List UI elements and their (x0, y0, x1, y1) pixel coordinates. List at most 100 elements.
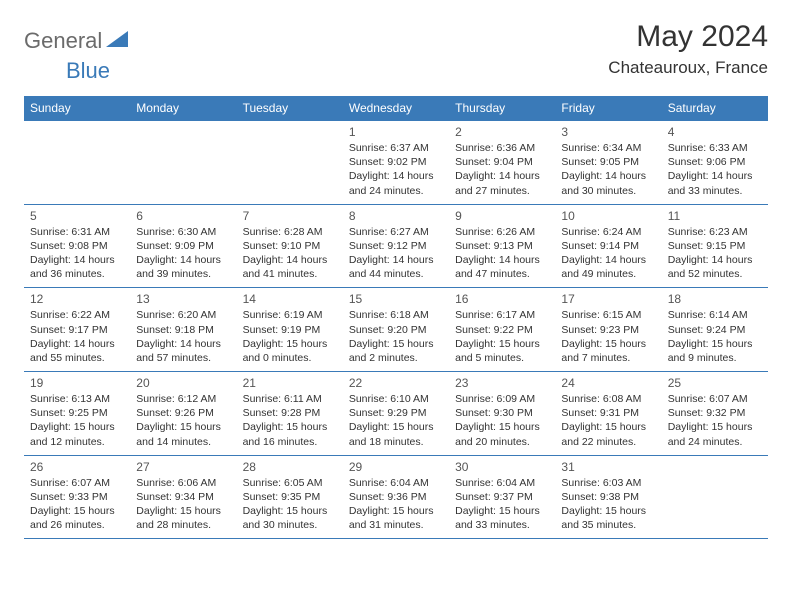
day-number: 1 (349, 125, 443, 139)
day-info: Sunrise: 6:30 AMSunset: 9:09 PMDaylight:… (136, 225, 230, 282)
calendar-day-cell: 4Sunrise: 6:33 AMSunset: 9:06 PMDaylight… (662, 121, 768, 205)
calendar-header-row: SundayMondayTuesdayWednesdayThursdayFrid… (24, 96, 768, 121)
day-number: 25 (668, 376, 762, 390)
calendar-page: General May 2024 Chateauroux, France Blu… (0, 0, 792, 559)
day-info: Sunrise: 6:07 AMSunset: 9:32 PMDaylight:… (668, 392, 762, 449)
day-info: Sunrise: 6:24 AMSunset: 9:14 PMDaylight:… (561, 225, 655, 282)
weekday-header: Wednesday (343, 96, 449, 121)
header: General May 2024 Chateauroux, France (24, 20, 768, 78)
location: Chateauroux, France (608, 58, 768, 78)
day-number: 18 (668, 292, 762, 306)
day-info: Sunrise: 6:31 AMSunset: 9:08 PMDaylight:… (30, 225, 124, 282)
day-info: Sunrise: 6:09 AMSunset: 9:30 PMDaylight:… (455, 392, 549, 449)
day-number: 3 (561, 125, 655, 139)
day-number: 11 (668, 209, 762, 223)
day-number: 12 (30, 292, 124, 306)
calendar-table: SundayMondayTuesdayWednesdayThursdayFrid… (24, 96, 768, 539)
title-block: May 2024 Chateauroux, France (608, 20, 768, 78)
calendar-empty-cell (24, 121, 130, 205)
day-number: 23 (455, 376, 549, 390)
calendar-day-cell: 3Sunrise: 6:34 AMSunset: 9:05 PMDaylight… (555, 121, 661, 205)
calendar-day-cell: 10 Sunrise: 6:24 AMSunset: 9:14 PMDayligh… (555, 204, 661, 288)
logo-text-1: General (24, 28, 102, 54)
day-info: Sunrise: 6:27 AMSunset: 9:12 PMDaylight:… (349, 225, 443, 282)
calendar-week-row: 1 Sunrise: 6:37 AMSunset: 9:02 PMDaylight… (24, 121, 768, 205)
calendar-day-cell: 5 Sunrise: 6:31 AMSunset: 9:08 PMDaylight… (24, 204, 130, 288)
calendar-day-cell: 2Sunrise: 6:36 AMSunset: 9:04 PMDaylight… (449, 121, 555, 205)
calendar-week-row: 12 Sunrise: 6:22 AMSunset: 9:17 PMDayligh… (24, 288, 768, 372)
day-info: Sunrise: 6:10 AMSunset: 9:29 PMDaylight:… (349, 392, 443, 449)
calendar-day-cell: 27Sunrise: 6:06 AMSunset: 9:34 PMDayligh… (130, 455, 236, 539)
weekday-header: Tuesday (237, 96, 343, 121)
day-number: 4 (668, 125, 762, 139)
day-info: Sunrise: 6:04 AMSunset: 9:36 PMDaylight:… (349, 476, 443, 533)
calendar-day-cell: 14 Sunrise: 6:19 AMSunset: 9:19 PMDayligh… (237, 288, 343, 372)
day-info: Sunrise: 6:20 AMSunset: 9:18 PMDaylight:… (136, 308, 230, 365)
calendar-day-cell: 28Sunrise: 6:05 AMSunset: 9:35 PMDayligh… (237, 455, 343, 539)
calendar-day-cell: 29 Sunrise: 6:04 AMSunset: 9:36 PMDayligh… (343, 455, 449, 539)
day-info: Sunrise: 6:37 AMSunset: 9:02 PMDaylight:… (349, 141, 443, 198)
day-info: Sunrise: 6:23 AMSunset: 9:15 PMDaylight:… (668, 225, 762, 282)
day-number: 10 (561, 209, 655, 223)
day-number: 22 (349, 376, 443, 390)
day-info: Sunrise: 6:12 AMSunset: 9:26 PMDaylight:… (136, 392, 230, 449)
day-number: 31 (561, 460, 655, 474)
calendar-body: 1 Sunrise: 6:37 AMSunset: 9:02 PMDaylight… (24, 121, 768, 539)
day-info: Sunrise: 6:11 AMSunset: 9:28 PMDaylight:… (243, 392, 337, 449)
logo-text-2: Blue (66, 58, 110, 84)
day-number: 17 (561, 292, 655, 306)
day-number: 27 (136, 460, 230, 474)
calendar-day-cell: 23 Sunrise: 6:09 AMSunset: 9:30 PMDayligh… (449, 372, 555, 456)
calendar-day-cell: 12 Sunrise: 6:22 AMSunset: 9:17 PMDayligh… (24, 288, 130, 372)
day-number: 14 (243, 292, 337, 306)
logo: General (24, 20, 130, 54)
day-info: Sunrise: 6:04 AMSunset: 9:37 PMDaylight:… (455, 476, 549, 533)
day-number: 5 (30, 209, 124, 223)
calendar-day-cell: 9 Sunrise: 6:26 AMSunset: 9:13 PMDaylight… (449, 204, 555, 288)
day-number: 26 (30, 460, 124, 474)
day-info: Sunrise: 6:07 AMSunset: 9:33 PMDaylight:… (30, 476, 124, 533)
day-info: Sunrise: 6:19 AMSunset: 9:19 PMDaylight:… (243, 308, 337, 365)
day-number: 7 (243, 209, 337, 223)
calendar-week-row: 5 Sunrise: 6:31 AMSunset: 9:08 PMDaylight… (24, 204, 768, 288)
day-number: 30 (455, 460, 549, 474)
calendar-week-row: 26 Sunrise: 6:07 AMSunset: 9:33 PMDayligh… (24, 455, 768, 539)
calendar-day-cell: 15Sunrise: 6:18 AMSunset: 9:20 PMDayligh… (343, 288, 449, 372)
day-number: 13 (136, 292, 230, 306)
day-info: Sunrise: 6:14 AMSunset: 9:24 PMDaylight:… (668, 308, 762, 365)
calendar-day-cell: 22 Sunrise: 6:10 AMSunset: 9:29 PMDayligh… (343, 372, 449, 456)
logo-triangle-icon (106, 31, 128, 52)
calendar-empty-cell (130, 121, 236, 205)
day-info: Sunrise: 6:26 AMSunset: 9:13 PMDaylight:… (455, 225, 549, 282)
calendar-day-cell: 25 Sunrise: 6:07 AMSunset: 9:32 PMDayligh… (662, 372, 768, 456)
weekday-header: Monday (130, 96, 236, 121)
calendar-week-row: 19 Sunrise: 6:13 AMSunset: 9:25 PMDayligh… (24, 372, 768, 456)
calendar-day-cell: 17Sunrise: 6:15 AMSunset: 9:23 PMDayligh… (555, 288, 661, 372)
day-number: 2 (455, 125, 549, 139)
day-number: 29 (349, 460, 443, 474)
calendar-day-cell: 8 Sunrise: 6:27 AMSunset: 9:12 PMDaylight… (343, 204, 449, 288)
month-title: May 2024 (608, 20, 768, 54)
calendar-day-cell: 30 Sunrise: 6:04 AMSunset: 9:37 PMDayligh… (449, 455, 555, 539)
calendar-day-cell: 24Sunrise: 6:08 AMSunset: 9:31 PMDayligh… (555, 372, 661, 456)
calendar-empty-cell (662, 455, 768, 539)
calendar-day-cell: 13 Sunrise: 6:20 AMSunset: 9:18 PMDayligh… (130, 288, 236, 372)
day-info: Sunrise: 6:22 AMSunset: 9:17 PMDaylight:… (30, 308, 124, 365)
calendar-day-cell: 1 Sunrise: 6:37 AMSunset: 9:02 PMDaylight… (343, 121, 449, 205)
calendar-day-cell: 11 Sunrise: 6:23 AMSunset: 9:15 PMDayligh… (662, 204, 768, 288)
weekday-header: Thursday (449, 96, 555, 121)
day-number: 19 (30, 376, 124, 390)
calendar-day-cell: 19 Sunrise: 6:13 AMSunset: 9:25 PMDayligh… (24, 372, 130, 456)
day-info: Sunrise: 6:08 AMSunset: 9:31 PMDaylight:… (561, 392, 655, 449)
day-info: Sunrise: 6:18 AMSunset: 9:20 PMDaylight:… (349, 308, 443, 365)
day-number: 6 (136, 209, 230, 223)
day-number: 28 (243, 460, 337, 474)
day-number: 9 (455, 209, 549, 223)
day-info: Sunrise: 6:13 AMSunset: 9:25 PMDaylight:… (30, 392, 124, 449)
day-number: 21 (243, 376, 337, 390)
day-number: 8 (349, 209, 443, 223)
day-number: 20 (136, 376, 230, 390)
calendar-day-cell: 18 Sunrise: 6:14 AMSunset: 9:24 PMDayligh… (662, 288, 768, 372)
calendar-empty-cell (237, 121, 343, 205)
calendar-day-cell: 7Sunrise: 6:28 AMSunset: 9:10 PMDaylight… (237, 204, 343, 288)
